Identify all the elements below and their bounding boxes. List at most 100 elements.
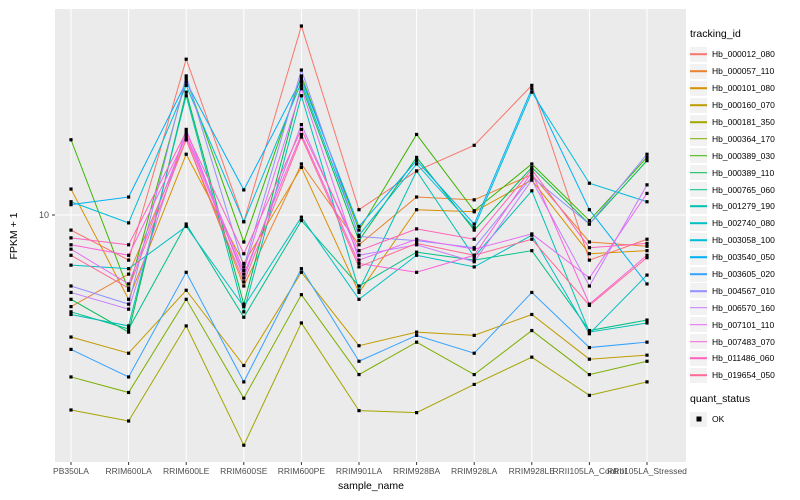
legend-label: Hb_004567_010	[712, 285, 775, 296]
data-point	[127, 324, 131, 328]
y-axis-title: FPKM + 1	[8, 212, 20, 260]
data-point	[299, 321, 303, 325]
legend-label: Hb_003058_100	[712, 235, 775, 246]
data-point	[645, 159, 649, 163]
data-point	[69, 138, 73, 142]
data-point	[415, 330, 419, 334]
legend-entry: Hb_007483_070	[690, 333, 800, 350]
data-point	[299, 94, 303, 98]
data-point	[184, 130, 188, 134]
data-point	[645, 237, 649, 241]
data-point	[472, 222, 476, 226]
data-point	[357, 409, 361, 413]
data-point	[587, 246, 591, 250]
legend-line-swatch	[690, 138, 707, 140]
data-point	[127, 253, 131, 257]
data-point	[357, 290, 361, 295]
data-point	[184, 324, 188, 328]
data-point	[242, 261, 246, 266]
data-point	[242, 240, 246, 244]
legend-entry: Hb_003605_020	[690, 266, 800, 283]
legend-key	[690, 334, 707, 350]
legend-key	[690, 165, 707, 181]
legend-line-swatch	[690, 374, 707, 377]
legend-entry: Hb_001279_190	[690, 198, 800, 215]
data-point	[530, 170, 534, 175]
legend-line-swatch	[690, 256, 707, 258]
legend-line-swatch	[690, 87, 707, 90]
legend-line-swatch	[690, 340, 707, 343]
data-point	[184, 152, 188, 156]
legend-title-tracking: tracking_id	[690, 28, 741, 40]
data-point	[415, 411, 419, 415]
data-point	[415, 237, 419, 241]
data-point	[472, 253, 476, 257]
legend-key	[690, 232, 707, 248]
data-point	[184, 90, 188, 94]
data-point	[357, 243, 361, 247]
data-point	[472, 247, 476, 251]
legend-key	[690, 198, 707, 214]
data-point	[530, 83, 534, 87]
data-point	[127, 297, 131, 301]
legend-line-swatch	[690, 323, 707, 326]
data-point	[184, 57, 188, 61]
data-point	[530, 165, 534, 170]
data-point	[69, 310, 73, 314]
x-axis-title: sample_name	[338, 480, 404, 492]
legend-key	[690, 182, 707, 198]
data-point	[127, 243, 131, 247]
data-point	[415, 195, 419, 199]
data-point	[69, 200, 73, 204]
legend-key	[690, 283, 707, 299]
data-point	[299, 165, 303, 170]
data-point	[472, 228, 476, 232]
data-point	[415, 253, 419, 257]
data-point	[587, 345, 591, 350]
data-point	[184, 80, 188, 84]
data-point	[242, 396, 246, 400]
legend-key	[690, 63, 707, 79]
data-point	[184, 94, 188, 98]
data-point	[184, 288, 188, 292]
data-point	[472, 237, 476, 241]
data-point	[645, 273, 649, 277]
legend-entry: Hb_000057_110	[690, 63, 800, 80]
data-point	[127, 351, 131, 355]
data-point	[415, 169, 419, 173]
data-point	[645, 244, 649, 248]
data-point	[299, 74, 303, 78]
legend-key	[690, 249, 707, 265]
legend-label: Hb_000389_110	[712, 167, 775, 178]
data-point	[587, 393, 591, 397]
data-point	[357, 265, 361, 269]
data-point	[587, 240, 591, 244]
data-point	[357, 297, 361, 301]
legend-line-swatch	[690, 70, 707, 73]
data-point	[184, 127, 188, 131]
legend-block-quant: quant_status OK	[690, 393, 800, 428]
data-point	[530, 312, 534, 317]
legend-entry: Hb_007101_110	[690, 316, 800, 333]
data-point	[184, 74, 188, 78]
legend-key	[690, 411, 707, 427]
data-point	[645, 321, 649, 325]
data-point	[530, 175, 534, 179]
data-point	[415, 250, 419, 254]
data-point	[299, 122, 303, 127]
data-point	[69, 187, 73, 191]
data-point	[242, 310, 246, 314]
data-point	[242, 276, 246, 280]
legend-label: Hb_003605_020	[712, 269, 775, 280]
legend-entry: Hb_002740_080	[690, 215, 800, 232]
legend-label: Hb_000389_030	[712, 150, 775, 161]
data-point	[472, 372, 476, 377]
legend-label: Hb_006570_160	[712, 302, 775, 313]
data-point	[357, 234, 361, 239]
legend-key	[690, 46, 707, 62]
data-point	[357, 249, 361, 253]
data-point	[530, 173, 534, 177]
x-tick-label: RRIM600PE	[278, 466, 326, 476]
legend-label: Hb_000364_170	[712, 133, 775, 144]
data-point	[242, 265, 246, 269]
